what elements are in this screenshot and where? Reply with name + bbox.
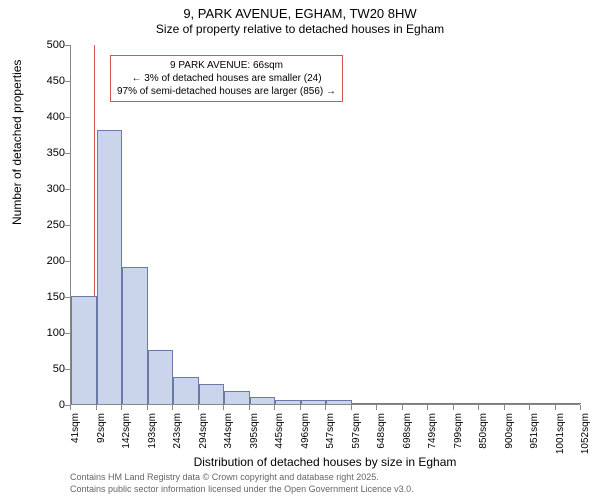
histogram-bar: [301, 400, 327, 404]
x-tick-label: 496sqm: [300, 413, 311, 463]
x-tick-label: 799sqm: [453, 413, 464, 463]
chart-title-line1: 9, PARK AVENUE, EGHAM, TW20 8HW: [0, 6, 600, 21]
y-tick-label: 200: [47, 255, 65, 267]
x-tick-mark: [529, 405, 530, 410]
x-tick-mark: [504, 405, 505, 410]
y-tick-label: 500: [47, 39, 65, 51]
x-tick-mark: [249, 405, 250, 410]
x-tick-label: 92sqm: [96, 413, 107, 463]
x-tick-label: 900sqm: [504, 413, 515, 463]
x-tick-label: 395sqm: [249, 413, 260, 463]
x-tick-mark: [121, 405, 122, 410]
histogram-bar: [377, 403, 403, 404]
x-tick-mark: [427, 405, 428, 410]
annotation-line2: ← 3% of detached houses are smaller (24): [117, 72, 336, 85]
x-tick-mark: [325, 405, 326, 410]
x-tick-label: 41sqm: [70, 413, 81, 463]
histogram-bar: [556, 403, 582, 404]
histogram-bar: [173, 377, 199, 404]
x-tick-label: 850sqm: [478, 413, 489, 463]
histogram-bar: [199, 384, 225, 404]
y-tick-mark: [65, 261, 70, 262]
footer-line1: Contains HM Land Registry data © Crown c…: [70, 472, 379, 482]
x-tick-mark: [580, 405, 581, 410]
y-axis-label: Number of detached properties: [10, 60, 24, 225]
x-tick-label: 951sqm: [529, 413, 540, 463]
histogram-bar: [71, 296, 97, 404]
y-tick-label: 450: [47, 75, 65, 87]
x-tick-mark: [70, 405, 71, 410]
x-tick-label: 749sqm: [427, 413, 438, 463]
histogram-bar: [530, 403, 556, 404]
histogram-bar: [224, 391, 250, 404]
y-tick-label: 100: [47, 327, 65, 339]
annotation-box: 9 PARK AVENUE: 66sqm ← 3% of detached ho…: [110, 55, 343, 102]
histogram-bar: [326, 400, 352, 404]
x-tick-label: 597sqm: [351, 413, 362, 463]
x-tick-label: 294sqm: [198, 413, 209, 463]
y-tick-label: 250: [47, 219, 65, 231]
histogram-bar: [97, 130, 123, 404]
x-tick-mark: [274, 405, 275, 410]
histogram-bar: [122, 267, 148, 404]
x-tick-mark: [453, 405, 454, 410]
y-tick-mark: [65, 333, 70, 334]
x-tick-mark: [478, 405, 479, 410]
y-tick-mark: [65, 153, 70, 154]
histogram-bar: [275, 400, 301, 404]
y-tick-mark: [65, 117, 70, 118]
x-tick-label: 243sqm: [172, 413, 183, 463]
footer-line2: Contains public sector information licen…: [70, 484, 414, 494]
histogram-bar: [428, 403, 454, 404]
histogram-bar: [454, 403, 480, 404]
y-tick-mark: [65, 225, 70, 226]
x-tick-label: 1001sqm: [555, 413, 566, 463]
x-tick-mark: [402, 405, 403, 410]
y-tick-label: 150: [47, 291, 65, 303]
x-tick-mark: [147, 405, 148, 410]
histogram-bar: [352, 403, 378, 404]
y-tick-mark: [65, 297, 70, 298]
histogram-bar: [479, 403, 505, 404]
y-tick-mark: [65, 189, 70, 190]
x-tick-mark: [223, 405, 224, 410]
histogram-chart: 9, PARK AVENUE, EGHAM, TW20 8HW Size of …: [0, 0, 600, 500]
chart-title-line2: Size of property relative to detached ho…: [0, 22, 600, 36]
x-tick-label: 445sqm: [274, 413, 285, 463]
x-tick-mark: [555, 405, 556, 410]
x-tick-label: 344sqm: [223, 413, 234, 463]
y-tick-label: 300: [47, 183, 65, 195]
x-tick-mark: [198, 405, 199, 410]
histogram-bar: [505, 403, 531, 404]
x-tick-label: 698sqm: [402, 413, 413, 463]
histogram-bar: [403, 403, 429, 404]
x-tick-label: 142sqm: [121, 413, 132, 463]
x-tick-mark: [172, 405, 173, 410]
x-tick-mark: [351, 405, 352, 410]
y-tick-label: 400: [47, 111, 65, 123]
annotation-line3: 97% of semi-detached houses are larger (…: [117, 85, 336, 98]
x-tick-mark: [300, 405, 301, 410]
x-tick-label: 547sqm: [325, 413, 336, 463]
x-tick-mark: [96, 405, 97, 410]
histogram-bar: [148, 350, 174, 404]
x-tick-label: 1052sqm: [580, 413, 591, 463]
x-tick-label: 193sqm: [147, 413, 158, 463]
y-tick-label: 350: [47, 147, 65, 159]
y-tick-mark: [65, 81, 70, 82]
x-tick-mark: [376, 405, 377, 410]
y-tick-mark: [65, 45, 70, 46]
y-tick-mark: [65, 369, 70, 370]
x-tick-label: 648sqm: [376, 413, 387, 463]
y-tick-label: 50: [53, 363, 65, 375]
histogram-bar: [250, 397, 276, 404]
annotation-line1: 9 PARK AVENUE: 66sqm: [117, 59, 336, 72]
